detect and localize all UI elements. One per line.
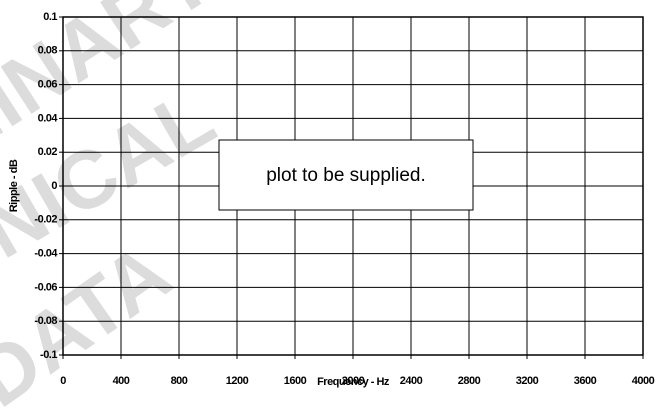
- x-tick-label: 2800: [458, 375, 481, 387]
- x-tick-label: 3200: [516, 375, 539, 387]
- y-tick-label: -0.08: [34, 315, 57, 327]
- y-tick-label: 0: [51, 180, 57, 192]
- y-tick-label: 0.08: [38, 45, 58, 57]
- y-tick-label: -0.06: [34, 281, 57, 293]
- y-tick-label: 0.1: [43, 11, 57, 23]
- plot-frame: [62, 16, 644, 356]
- annotation: plot to be supplied.: [266, 165, 426, 186]
- x-tick-label: 2000: [342, 375, 365, 387]
- annotation-box: [218, 139, 474, 211]
- x-tick-label: 4000: [632, 375, 655, 387]
- y-tick-label: -0.04: [34, 248, 58, 260]
- x-tick-label: 2400: [400, 375, 423, 387]
- y-tick-label: 0.04: [38, 112, 59, 124]
- x-tick-label: 1600: [284, 375, 307, 387]
- y-axis-label: Ripple - dB: [8, 159, 20, 212]
- x-tick-label: 1200: [226, 375, 249, 387]
- y-tick-label: 0.02: [38, 146, 58, 158]
- x-tick-label: 0: [60, 375, 66, 387]
- x-axis-label: Frequency - Hz: [317, 376, 390, 388]
- y-tick-label: 0.06: [38, 79, 58, 91]
- y-tick-label: -0.1: [40, 349, 57, 361]
- x-tick-label: 800: [171, 375, 188, 387]
- x-tick-label: 3600: [574, 375, 597, 387]
- x-tick-label: 400: [113, 375, 130, 387]
- y-tick-label: -0.02: [34, 214, 57, 226]
